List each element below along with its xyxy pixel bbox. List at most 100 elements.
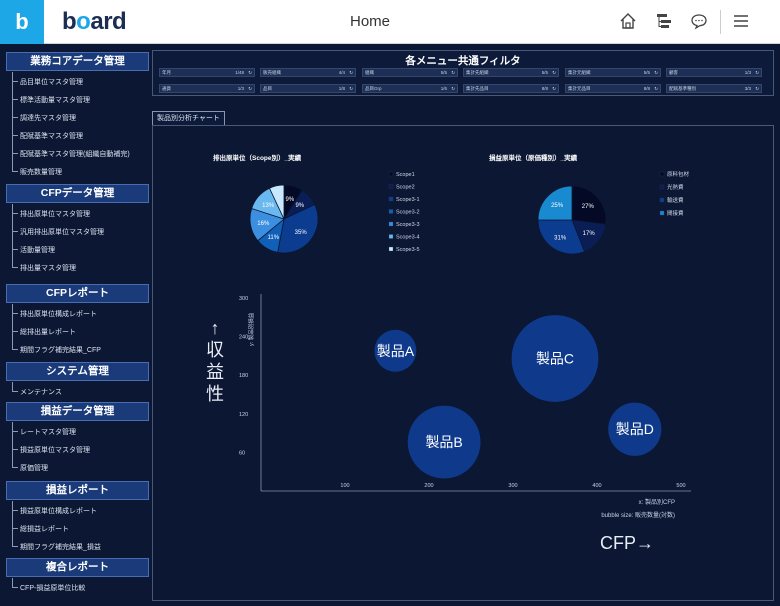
tree-tick: [12, 99, 18, 100]
pie-data-label: 9%: [286, 197, 295, 203]
refresh-icon[interactable]: ↻: [451, 70, 455, 75]
sidebar-item[interactable]: 原価管理: [20, 465, 48, 472]
sidebar-item[interactable]: 排出量マスタ管理: [20, 265, 76, 272]
pie-slice: [537, 185, 573, 221]
filter-chip[interactable]: 集計先品目 8/8 ↻: [463, 84, 559, 93]
tree-tick: [12, 391, 18, 392]
chart-panel: 排出原単位（Scope別）_実績 9% 9% 35% 11% 16% 13% Scope1 Sc…: [152, 125, 774, 601]
bubble-size-label: bubble size: 販売数量(対数): [601, 511, 675, 519]
sidebar-item[interactable]: CFP-損益原単位比較: [20, 585, 86, 592]
bubble: [608, 402, 662, 456]
refresh-icon[interactable]: ↻: [248, 70, 252, 75]
legend-entry: Scope3-5: [396, 247, 420, 253]
sidebar-item[interactable]: 総損益レポート: [20, 526, 69, 533]
refresh-icon[interactable]: ↻: [349, 86, 353, 91]
tab-product-analysis-chart[interactable]: 製品別分析チャート: [152, 111, 225, 125]
filter-chip[interactable]: 顧客 1/3 ↻: [666, 68, 762, 77]
annotation-profitability-char: 性: [206, 384, 224, 404]
app-icon[interactable]: b: [0, 0, 44, 44]
sidebar-section-header[interactable]: 複合レポート: [6, 558, 149, 577]
sidebar-item[interactable]: 販売数量管理: [20, 169, 62, 176]
filter-chip[interactable]: 品目 1/8 ↻: [260, 84, 356, 93]
sidebar-section-header[interactable]: CFPレポート: [6, 284, 149, 303]
pie-data-label: 35%: [295, 230, 308, 236]
chat-icon[interactable]: [689, 12, 709, 32]
sidebar: 業務コアデータ管理 品目単位マスタ管理 標準活動量マスタ管理 調達先マスタ管理 配賦基準…: [0, 44, 152, 606]
legend-entry: 輸送費: [667, 196, 684, 204]
legend-swatch: [659, 210, 665, 216]
sidebar-item[interactable]: 総排出量レポート: [20, 329, 76, 336]
sidebar-section-header[interactable]: システム管理: [6, 362, 149, 381]
sidebar-item[interactable]: 期間フラグ補完結果_CFP: [20, 347, 101, 354]
filter-chip-value: 1/48: [235, 70, 244, 75]
filter-chip[interactable]: 品目Grp 1/6 ↻: [362, 84, 458, 93]
pie-title: 損益原単位（原価種別）_実績: [489, 153, 578, 162]
filter-chip[interactable]: 販売組織 4/4 ↻: [260, 68, 356, 77]
filter-title: 各メニュー共通フィルタ: [405, 55, 521, 67]
sidebar-item[interactable]: レートマスタ管理: [20, 429, 76, 436]
filter-chip[interactable]: 配賦基準種別 3/3 ↻: [666, 84, 762, 93]
filter-chip[interactable]: 通貨 1/3 ↻: [159, 84, 255, 93]
filter-chip-value: 3/3: [744, 86, 751, 91]
pie-slice: [277, 203, 319, 254]
sidebar-section-header[interactable]: 損益データ管理: [6, 402, 149, 421]
refresh-icon[interactable]: ↻: [248, 86, 252, 91]
sidebar-item[interactable]: 損益原単位構成レポート: [20, 508, 97, 515]
tree-tick: [12, 153, 18, 154]
menu-icon[interactable]: [731, 12, 751, 32]
legend-swatch: [388, 184, 394, 189]
sidebar-section-header[interactable]: CFPデータ管理: [6, 184, 149, 203]
refresh-icon[interactable]: ↻: [451, 86, 455, 91]
sidebar-item[interactable]: 配賦基準マスタ管理(組織自動補完): [20, 151, 130, 158]
top-bar: b board Home: [0, 0, 780, 44]
tree-line: [12, 304, 13, 350]
sidebar-item[interactable]: 汎用排出原単位マスタ管理: [20, 229, 104, 236]
filter-chip[interactable]: 組織 5/5 ↻: [362, 68, 458, 77]
refresh-icon[interactable]: ↻: [755, 86, 759, 91]
pie-data-label: 17%: [583, 231, 596, 237]
refresh-icon[interactable]: ↻: [755, 70, 759, 75]
filter-chip-label: 組織: [365, 70, 374, 75]
sidebar-item[interactable]: 排出原単位マスタ管理: [20, 211, 90, 218]
pie-slice: [571, 185, 607, 225]
refresh-icon[interactable]: ↻: [552, 70, 556, 75]
x-tick-label: 100: [340, 483, 349, 489]
sidebar-section-header[interactable]: 業務コアデータ管理: [6, 52, 149, 71]
sidebar-item[interactable]: 標準活動量マスタ管理: [20, 97, 90, 104]
refresh-icon[interactable]: ↻: [654, 86, 658, 91]
legend-entry: Scope3-2: [396, 210, 420, 216]
pie-data-label: 27%: [582, 204, 595, 210]
page-title: Home: [349, 13, 390, 30]
x-tick-label: 400: [592, 483, 601, 489]
sidebar-item[interactable]: 調達先マスタ管理: [20, 115, 76, 122]
tree-line: [12, 501, 13, 547]
legend-entry: 原料包材: [667, 170, 690, 178]
legend-entry: 間接費: [667, 209, 684, 217]
refresh-icon[interactable]: ↻: [654, 70, 658, 75]
refresh-icon[interactable]: ↻: [349, 70, 353, 75]
sidebar-item[interactable]: 排出原単位構成レポート: [20, 311, 97, 318]
sidebar-item[interactable]: 配賦基準マスタ管理: [20, 133, 83, 140]
filter-chip[interactable]: 年月 1/48 ↻: [159, 68, 255, 77]
x-tick-label: 300: [508, 483, 517, 489]
legend-swatch: [388, 234, 394, 239]
filter-chip[interactable]: 集計先組織 5/5 ↻: [463, 68, 559, 77]
sidebar-section-header[interactable]: 損益レポート: [6, 481, 149, 500]
sidebar-item[interactable]: メンテナンス: [20, 389, 62, 396]
home-icon[interactable]: [618, 12, 638, 32]
filter-chip[interactable]: 集計元組織 5/5 ↻: [565, 68, 661, 77]
hierarchy-icon[interactable]: [654, 12, 674, 32]
pie-data-label: 11%: [267, 235, 279, 241]
sidebar-item[interactable]: 損益原単位マスタ管理: [20, 447, 90, 454]
filter-chip-value: 5/5: [541, 70, 548, 75]
pie-data-label: 13%: [262, 203, 275, 209]
tree-tick: [12, 213, 18, 214]
refresh-icon[interactable]: ↻: [552, 86, 556, 91]
sidebar-item[interactable]: 期間フラグ補完結果_損益: [20, 544, 101, 551]
sidebar-item[interactable]: 品目単位マスタ管理: [20, 79, 83, 86]
sidebar-item[interactable]: 活動量管理: [20, 247, 55, 254]
filter-chip-label: 顧客: [669, 70, 678, 75]
filter-chip[interactable]: 集計元品目 8/8 ↻: [565, 84, 661, 93]
legend-entry: Scope2: [396, 185, 415, 191]
tree-tick: [12, 449, 18, 450]
